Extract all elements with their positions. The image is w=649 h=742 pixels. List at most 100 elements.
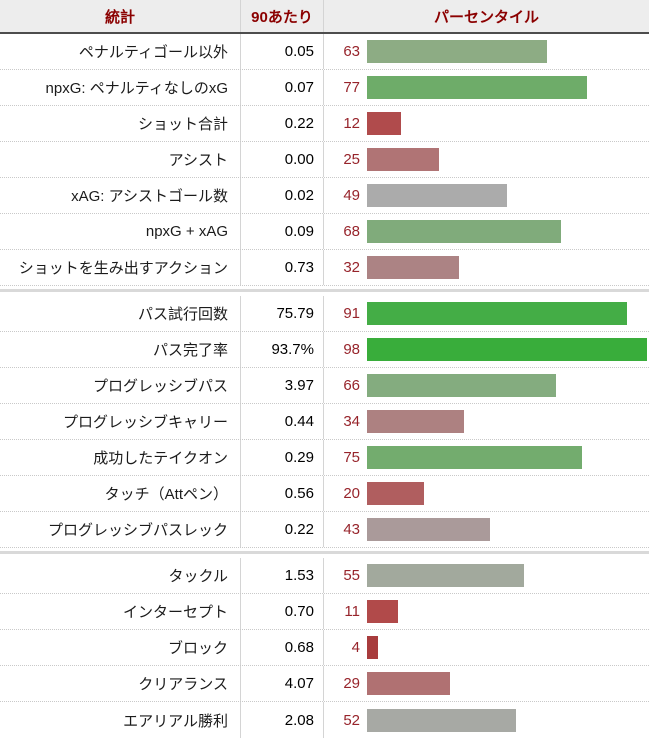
percentile-number: 98 [343,341,360,358]
percentile-cell: 68 [324,214,649,249]
percentile-bar [367,482,424,505]
percentile-number: 52 [343,711,360,729]
header-per90: 90あたり [241,0,324,32]
per90-value: 0.05 [241,34,324,69]
percentile-bar [367,708,516,732]
stat-label: タックル [0,558,241,593]
percentile-cell: 66 [324,368,649,403]
per90-value: 0.00 [241,142,324,177]
stat-label: パス試行回数 [0,296,241,331]
table-row: xAG: アシストゴール数 0.02 49 [0,178,649,214]
stat-label: タッチ（Attペン） [0,476,241,511]
table-row: アシスト 0.00 25 [0,142,649,178]
percentile-bar [367,256,459,279]
stat-label: xAG: アシストゴール数 [0,178,241,213]
header-percentile: パーセンタイル [433,8,539,26]
percentile-bar [367,410,464,433]
per90-value: 3.97 [241,368,324,403]
stat-label: npxG + xAG [0,214,241,249]
percentile-bar [367,672,450,695]
per90-value: 2.08 [241,702,324,738]
percentile-cell: 52 [324,702,649,738]
group-separator [0,286,649,296]
stat-label: 成功したテイクオン [0,440,241,475]
percentile-cell: 91 [324,296,649,331]
percentile-cell: 4 [324,630,649,665]
table-row: ショットを生み出すアクション 0.73 32 [0,250,649,286]
stat-label: プログレッシブパスレック [0,512,241,547]
percentile-number: 4 [351,639,360,656]
percentile-number: 11 [344,603,360,620]
percentile-number: 49 [343,187,360,204]
percentile-cell: 75 [324,440,649,475]
table-row: ブロック 0.68 4 [0,630,649,666]
percentile-bar [367,220,561,243]
stat-group: パス試行回数 75.79 91 パス完了率 93.7% 98 プログレッシブパス 3.97 66… [0,296,649,548]
percentile-number: 25 [343,151,360,168]
per90-value: 75.79 [241,296,324,331]
stat-label: ブロック [0,630,241,665]
table-row: プログレッシブパス 3.97 66 [0,368,649,404]
percentile-cell: 25 [324,142,649,177]
percentile-bar [367,446,582,469]
percentile-cell: 20 [324,476,649,511]
per90-value: 93.7% [241,332,324,367]
percentile-number: 12 [343,115,360,132]
per90-value: 0.07 [241,70,324,105]
stat-label: ショットを生み出すアクション [0,250,241,285]
table-row: 成功したテイクオン 0.29 75 [0,440,649,476]
percentile-bar [367,374,556,397]
percentile-number: 77 [343,79,360,96]
percentile-bar [367,112,401,135]
stat-label: エアリアル勝利 [0,702,241,738]
percentile-bar [367,636,378,659]
table-row: タックル 1.53 55 [0,558,649,594]
table-row: パス完了率 93.7% 98 [0,332,649,368]
table-row: クリアランス 4.07 29 [0,666,649,702]
percentile-number: 55 [343,567,360,584]
table-row: プログレッシブパスレック 0.22 43 [0,512,649,548]
table-row: npxG: ペナルティなしのxG 0.07 77 [0,70,649,106]
stat-label: ショット合計 [0,106,241,141]
stat-label: インターセプト [0,594,241,629]
percentile-cell: 49 [324,178,649,213]
percentile-cell: 29 [324,666,649,701]
percentile-number: 68 [343,223,360,240]
per90-value: 4.07 [241,666,324,701]
percentile-cell: 34 [324,404,649,439]
table-header: 統計 90あたり パーセンタイル [0,0,649,34]
per90-value: 1.53 [241,558,324,593]
stat-label: プログレッシブキャリー [0,404,241,439]
percentile-number: 20 [343,485,360,502]
per90-value: 0.22 [241,512,324,547]
group-separator [0,548,649,558]
percentile-bar [367,76,587,99]
stat-label: アシスト [0,142,241,177]
stat-label: プログレッシブパス [0,368,241,403]
per90-value: 0.70 [241,594,324,629]
percentile-number: 43 [343,521,360,538]
per90-value: 0.44 [241,404,324,439]
per90-value: 0.68 [241,630,324,665]
stat-label: ペナルティゴール以外 [0,34,241,69]
percentile-number: 75 [343,449,360,466]
stat-group: ペナルティゴール以外 0.05 63 npxG: ペナルティなしのxG 0.07 77 ショ… [0,34,649,286]
percentile-bar [367,148,439,171]
percentile-cell: 55 [324,558,649,593]
table-row: タッチ（Attペン） 0.56 20 [0,476,649,512]
percentile-number: 29 [343,675,360,692]
per90-value: 0.09 [241,214,324,249]
percentile-number: 34 [343,413,360,430]
percentile-cell: 77 [324,70,649,105]
percentile-cell: 98 [324,332,649,367]
per90-value: 0.73 [241,250,324,285]
percentile-number: 63 [343,43,360,60]
percentile-bar [367,600,398,623]
per90-value: 0.02 [241,178,324,213]
table-row: パス試行回数 75.79 91 [0,296,649,332]
stat-label: クリアランス [0,666,241,701]
percentile-cell: 12 [324,106,649,141]
table-body: ペナルティゴール以外 0.05 63 npxG: ペナルティなしのxG 0.07 77 ショ… [0,34,649,738]
percentile-cell: 63 [324,34,649,69]
